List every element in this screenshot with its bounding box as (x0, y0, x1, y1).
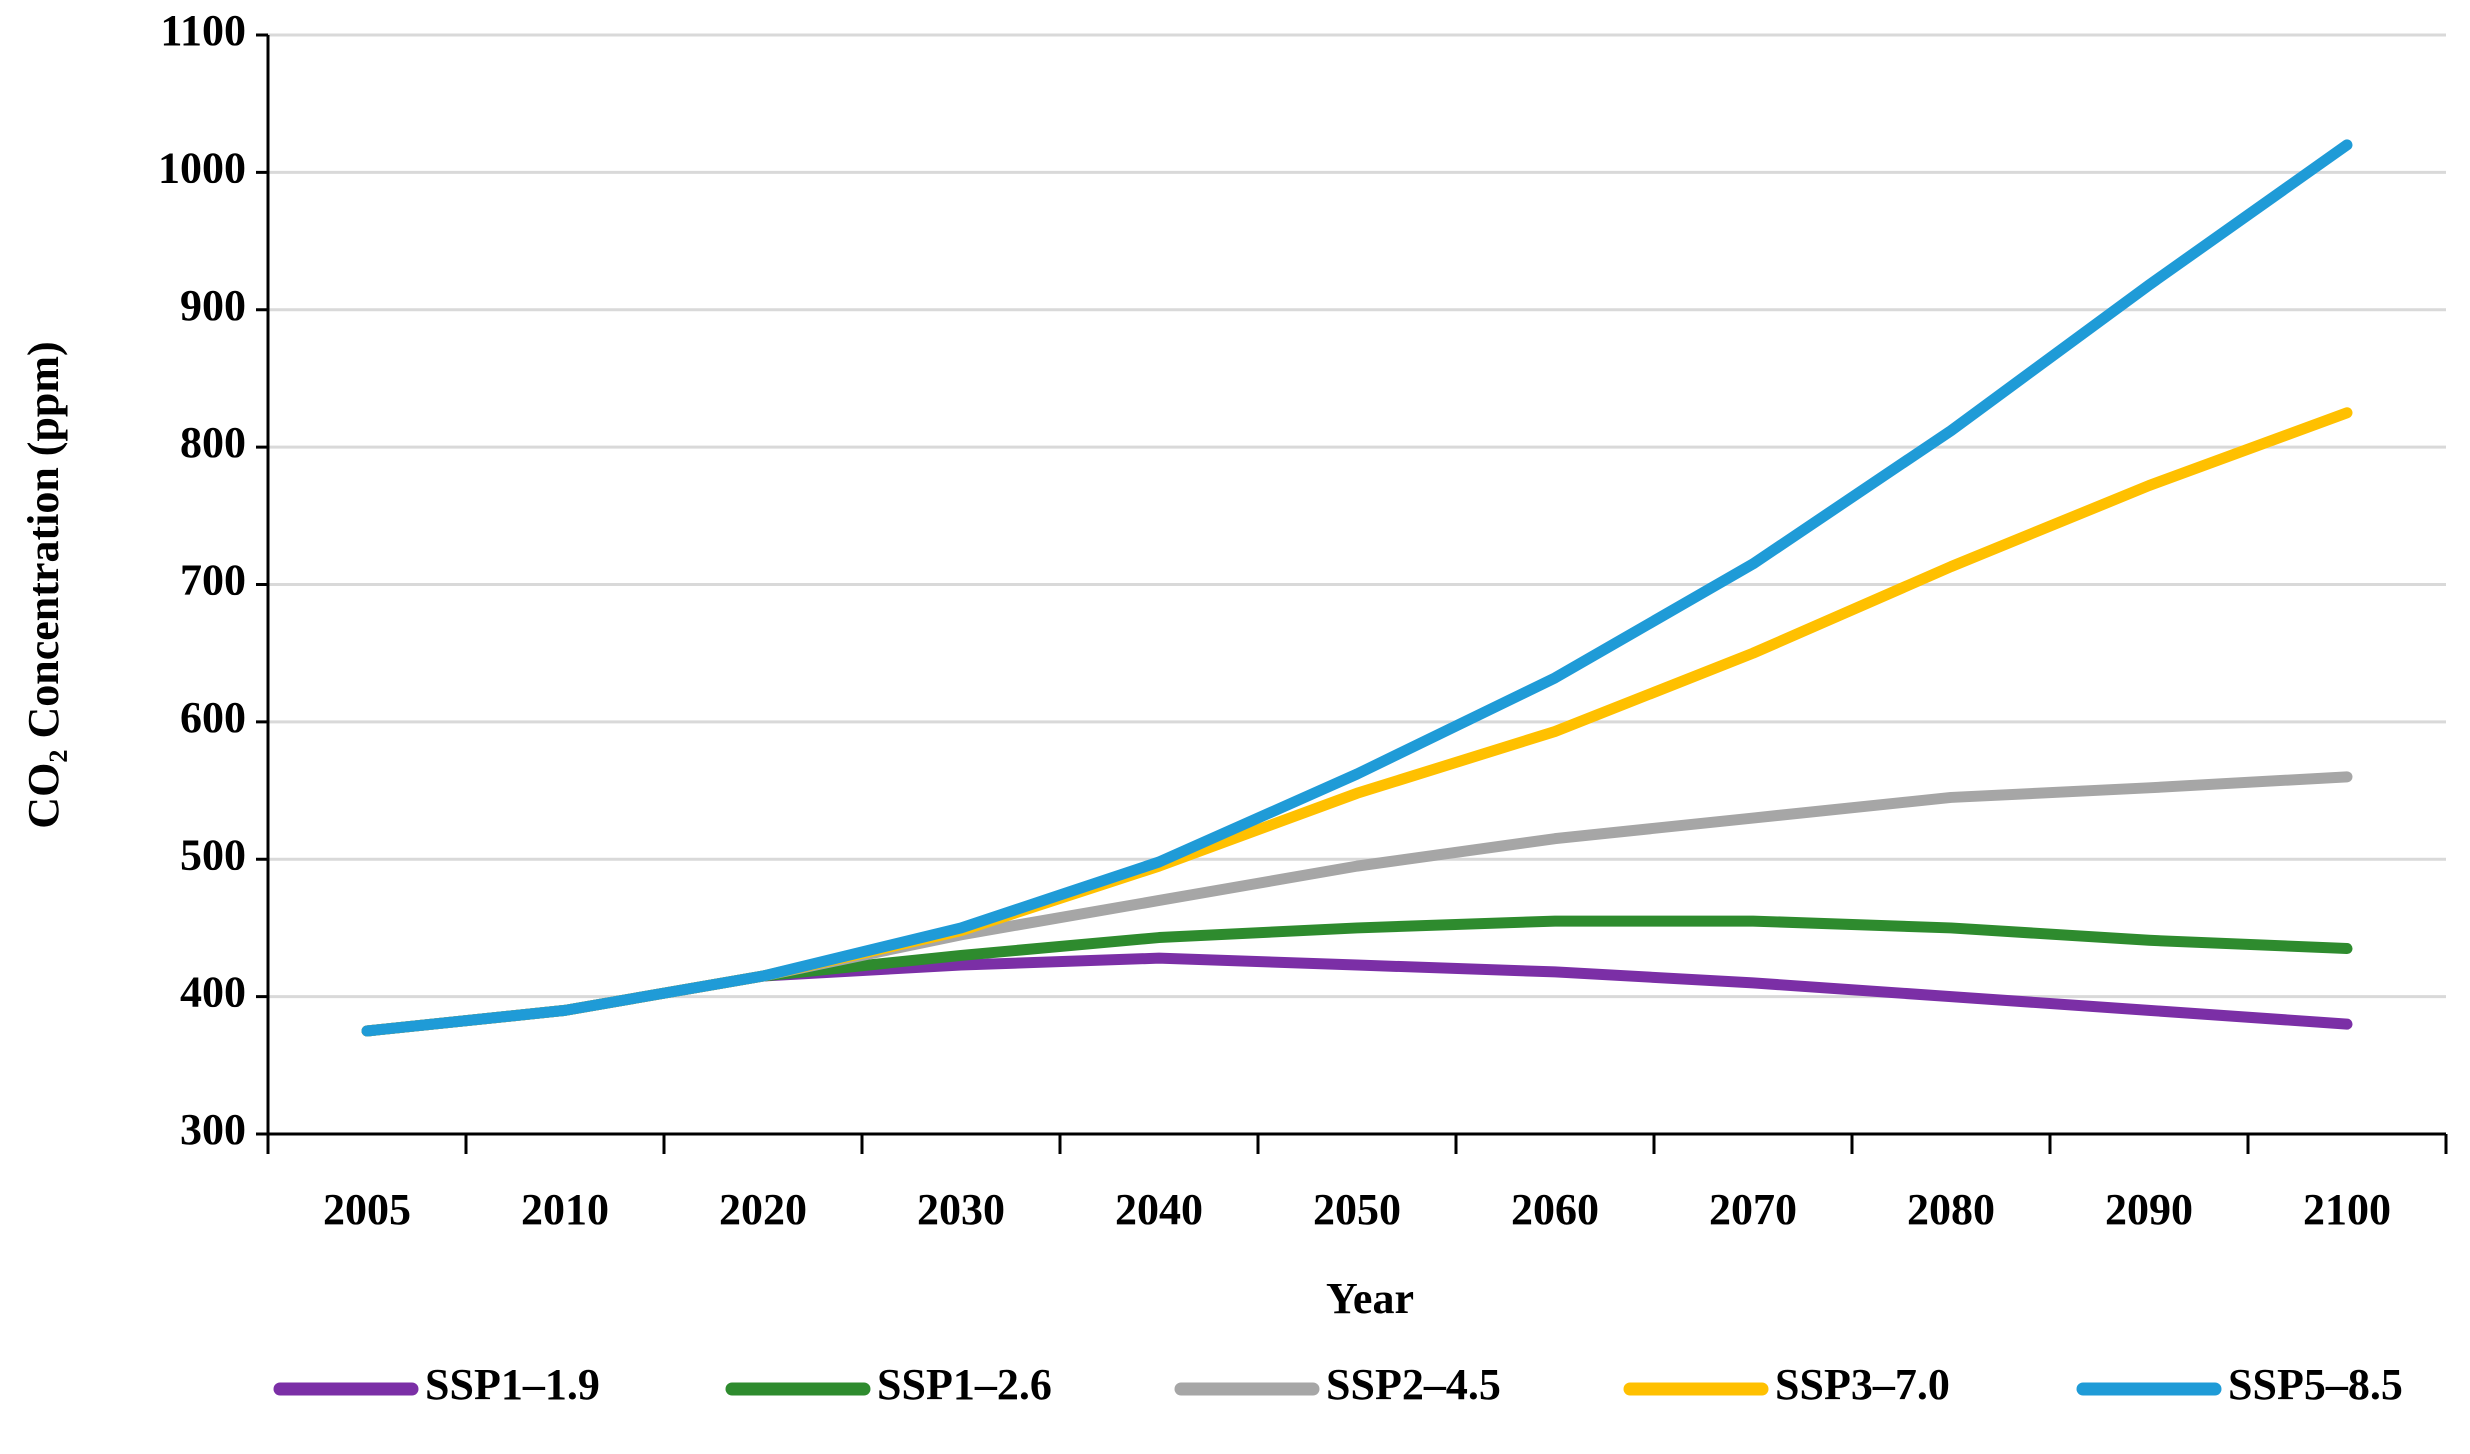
legend-label: SSP5–8.5 (2228, 1360, 2403, 1409)
legend-label: SSP2–4.5 (1326, 1360, 1501, 1409)
y-tick-label: 500 (180, 830, 246, 879)
x-tick-label: 2005 (323, 1185, 411, 1234)
y-tick-label: 400 (180, 968, 246, 1017)
y-tick-label: 700 (180, 556, 246, 605)
x-tick-label: 2040 (1115, 1185, 1203, 1234)
y-tick-label: 300 (180, 1105, 246, 1154)
x-tick-label: 2060 (1511, 1185, 1599, 1234)
x-tick-label: 2090 (2105, 1185, 2193, 1234)
legend-label: SSP3–7.0 (1775, 1360, 1950, 1409)
x-tick-label: 2070 (1709, 1185, 1797, 1234)
legend-label: SSP1–2.6 (877, 1360, 1052, 1409)
x-tick-label: 2050 (1313, 1185, 1401, 1234)
x-tick-label: 2080 (1907, 1185, 1995, 1234)
y-tick-label: 1000 (158, 143, 246, 192)
y-tick-label: 1100 (160, 6, 246, 55)
y-tick-label: 800 (180, 418, 246, 467)
x-axis-title: Year (1326, 1274, 1414, 1323)
series-line (361, 915, 2353, 1037)
x-tick-label: 2100 (2303, 1185, 2391, 1234)
x-tick-label: 2030 (917, 1185, 1005, 1234)
x-tick-label: 2010 (521, 1185, 609, 1234)
y-axis-title: CO₂ Concentration (ppm) (19, 341, 68, 828)
y-tick-label: 900 (180, 281, 246, 330)
y-tick-label: 600 (180, 693, 246, 742)
x-tick-label: 2020 (719, 1185, 807, 1234)
series-line (361, 139, 2353, 1037)
legend-label: SSP1–1.9 (425, 1360, 600, 1409)
